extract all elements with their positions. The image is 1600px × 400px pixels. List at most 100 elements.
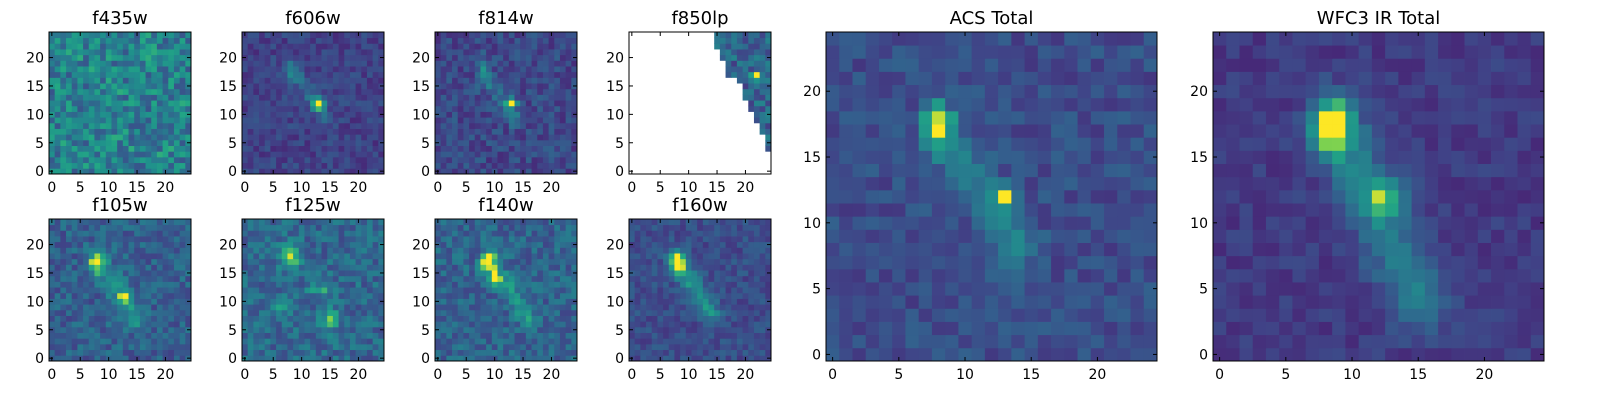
heatmap-cell xyxy=(332,309,339,316)
x-tick-label: 15 xyxy=(708,180,726,196)
heatmap-cell xyxy=(128,151,135,158)
heatmap-cell xyxy=(128,156,135,164)
heatmap-cell xyxy=(725,37,732,44)
heatmap-cell xyxy=(469,88,476,95)
heatmap-cell xyxy=(264,298,271,305)
heatmap-cell xyxy=(497,326,504,333)
heatmap-cell xyxy=(520,275,527,282)
heatmap-cell xyxy=(270,111,277,118)
heatmap-cell xyxy=(66,83,73,90)
heatmap-cell xyxy=(542,156,549,164)
heatmap-cell xyxy=(185,264,192,271)
heatmap-cell xyxy=(54,298,61,305)
heatmap-cell xyxy=(338,71,345,78)
heatmap-cell xyxy=(168,230,175,237)
heatmap-cell xyxy=(469,134,476,141)
heatmap-cell xyxy=(440,156,447,164)
heatmap-cell xyxy=(338,355,345,362)
heatmap-cell xyxy=(759,66,766,73)
heatmap-cell xyxy=(765,100,772,107)
heatmap-cell xyxy=(321,338,328,345)
heatmap-cell xyxy=(253,315,260,322)
heatmap-cell xyxy=(1117,242,1131,257)
heatmap-cell xyxy=(446,122,453,129)
heatmap-cell xyxy=(100,32,107,39)
heatmap-cell xyxy=(100,298,107,305)
heatmap-cell xyxy=(1011,255,1025,270)
heatmap-cell xyxy=(66,219,73,226)
heatmap-cell xyxy=(548,117,555,124)
heatmap-cell xyxy=(748,32,755,39)
heatmap-cell xyxy=(173,326,181,333)
heatmap-cell xyxy=(457,128,464,135)
heatmap-cell xyxy=(111,309,118,316)
heatmap-cell xyxy=(276,281,283,288)
heatmap-cell xyxy=(264,168,271,175)
heatmap-cell xyxy=(310,162,317,169)
heatmap-cell xyxy=(349,287,356,294)
heatmap-cell xyxy=(361,230,368,237)
heatmap-cell xyxy=(66,275,73,282)
heatmap-cell xyxy=(497,224,504,231)
heatmap-cell xyxy=(242,309,249,316)
heatmap-cell xyxy=(640,332,647,339)
heatmap-cell xyxy=(685,292,692,299)
heatmap-cell xyxy=(905,295,920,309)
heatmap-cell xyxy=(128,304,135,311)
heatmap-cell xyxy=(281,343,288,351)
heatmap-cell xyxy=(1143,242,1158,257)
heatmap-cell xyxy=(1117,308,1131,322)
heatmap-cell xyxy=(537,43,544,50)
heatmap-cell xyxy=(503,281,510,288)
heatmap-cell xyxy=(480,117,487,124)
heatmap-cell xyxy=(905,242,920,257)
heatmap-cell xyxy=(520,287,527,294)
heatmap-cell xyxy=(548,66,555,73)
heatmap-cell xyxy=(71,219,78,226)
heatmap-cell xyxy=(491,332,498,339)
heatmap-cell xyxy=(753,100,761,107)
heatmap-cell xyxy=(111,128,118,135)
heatmap-cell xyxy=(759,100,766,107)
heatmap-cell xyxy=(310,281,317,288)
heatmap-cell xyxy=(310,54,317,61)
heatmap-cell xyxy=(736,343,743,351)
heatmap-cell xyxy=(525,332,532,339)
heatmap-cell xyxy=(105,111,112,118)
heatmap-cell xyxy=(565,94,572,101)
heatmap-cell xyxy=(242,71,249,78)
heatmap-cell xyxy=(629,287,636,294)
heatmap-cell xyxy=(559,343,567,351)
heatmap-cell xyxy=(537,156,544,164)
heatmap-cell xyxy=(242,100,249,107)
heatmap-cell xyxy=(945,282,959,296)
heatmap-cell xyxy=(355,343,362,351)
heatmap-cell xyxy=(463,275,470,282)
heatmap-cell xyxy=(446,219,453,226)
heatmap-cell xyxy=(54,134,61,141)
heatmap-cell xyxy=(88,111,95,118)
heatmap-cell xyxy=(332,236,339,243)
heatmap-cell xyxy=(105,83,112,90)
heatmap-cell xyxy=(525,128,532,135)
heatmap-cell xyxy=(247,236,254,243)
heatmap-cell xyxy=(259,49,266,56)
heatmap-cell xyxy=(49,275,56,282)
heatmap-cell xyxy=(173,355,181,362)
heatmap-cell xyxy=(753,88,761,95)
heatmap-cell xyxy=(531,60,538,67)
heatmap-cell xyxy=(440,105,447,112)
heatmap-cell xyxy=(469,32,476,39)
heatmap-cell xyxy=(83,258,90,265)
heatmap-cell xyxy=(145,309,152,316)
heatmap-cell xyxy=(281,139,288,146)
heatmap-cell xyxy=(697,298,704,305)
heatmap-cell xyxy=(259,298,266,305)
heatmap-cell xyxy=(54,105,61,112)
heatmap-cell xyxy=(287,230,294,237)
heatmap-cell xyxy=(480,134,487,141)
heatmap-cell xyxy=(469,253,476,260)
heatmap-cell xyxy=(111,355,118,362)
heatmap-cell xyxy=(525,105,532,112)
heatmap-cell xyxy=(247,304,254,311)
